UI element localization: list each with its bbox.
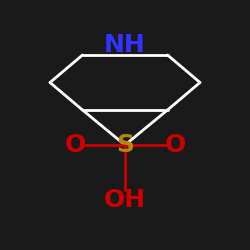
Text: S: S: [116, 133, 134, 157]
Text: O: O: [164, 133, 186, 157]
Text: O: O: [64, 133, 86, 157]
Text: NH: NH: [104, 33, 146, 57]
Text: OH: OH: [104, 188, 146, 212]
